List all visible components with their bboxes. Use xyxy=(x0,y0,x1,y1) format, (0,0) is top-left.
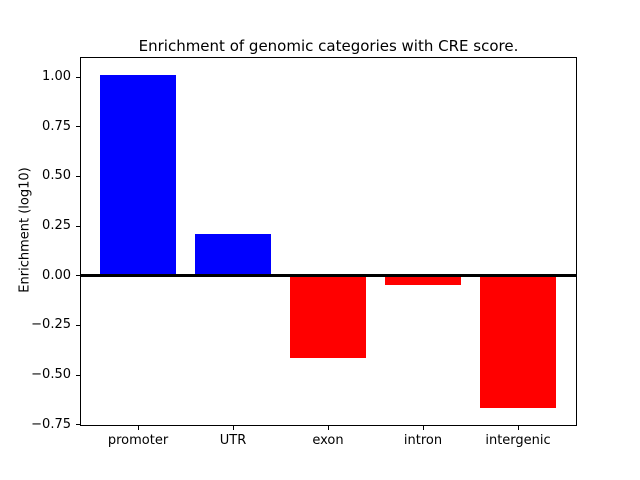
y-tick-label: 0.75 xyxy=(42,119,71,134)
x-tick-label-promoter: promoter xyxy=(107,433,169,448)
y-tick-mark xyxy=(76,275,80,276)
bar-intergenic xyxy=(480,275,556,408)
bar-UTR xyxy=(195,234,271,276)
bars-layer xyxy=(81,58,576,425)
chart-title: Enrichment of genomic categories with CR… xyxy=(138,37,519,55)
y-tick-label: 0.25 xyxy=(42,218,71,233)
x-tick-label-exon: exon xyxy=(312,433,344,448)
y-tick-label: 1.00 xyxy=(42,69,71,84)
x-tick-mark xyxy=(138,426,139,430)
y-tick-label: 0.00 xyxy=(42,268,71,283)
plot-area xyxy=(80,57,577,426)
x-tick-label-intron: intron xyxy=(403,433,443,448)
y-tick-label: −0.25 xyxy=(31,317,71,332)
bar-intron xyxy=(385,275,461,285)
y-tick-label: −0.75 xyxy=(31,417,71,432)
y-tick-mark xyxy=(76,77,80,78)
y-tick-mark xyxy=(76,126,80,127)
y-tick-label: 0.50 xyxy=(42,168,71,183)
x-tick-mark xyxy=(423,426,424,430)
zero-line xyxy=(81,274,576,277)
x-tick-mark xyxy=(518,426,519,430)
y-tick-mark xyxy=(76,176,80,177)
y-tick-mark xyxy=(76,424,80,425)
y-tick-label: −0.50 xyxy=(31,367,71,382)
y-tick-mark xyxy=(76,325,80,326)
bar-promoter xyxy=(100,75,176,276)
x-tick-label-UTR: UTR xyxy=(219,433,247,448)
x-tick-label-intergenic: intergenic xyxy=(485,433,551,448)
x-tick-mark xyxy=(328,426,329,430)
y-tick-mark xyxy=(76,226,80,227)
y-tick-mark xyxy=(76,375,80,376)
x-tick-mark xyxy=(233,426,234,430)
bar-exon xyxy=(290,275,366,358)
